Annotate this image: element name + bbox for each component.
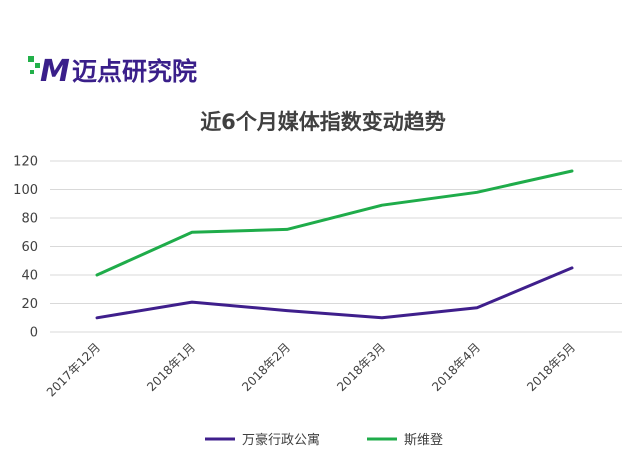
y-tick-label: 80 bbox=[21, 212, 38, 227]
x-tick-label: 2018年4月 bbox=[429, 340, 483, 394]
x-tick-label: 2018年2月 bbox=[239, 340, 293, 394]
y-tick-label: 60 bbox=[21, 240, 38, 255]
series-line bbox=[95, 266, 574, 320]
logo-pixel-accent bbox=[35, 63, 40, 68]
x-tick-label: 2018年5月 bbox=[524, 340, 578, 394]
y-tick-label: 20 bbox=[21, 297, 38, 312]
y-tick-label: 40 bbox=[21, 269, 38, 284]
logo-text: 迈点研究院 bbox=[72, 57, 197, 86]
y-tick-label: 120 bbox=[13, 155, 38, 170]
logo-pixel-accent bbox=[28, 56, 34, 62]
x-tick-label: 2017年12月 bbox=[44, 340, 103, 399]
y-tick-label: 0 bbox=[30, 326, 38, 341]
chart-title: 近6个月媒体指数变动趋势 bbox=[200, 110, 446, 134]
x-tick-label: 2018年1月 bbox=[144, 340, 198, 394]
legend-label: 斯维登 bbox=[404, 433, 443, 448]
legend-label: 万豪行政公寓 bbox=[242, 432, 320, 448]
logo-pixel-accent bbox=[30, 70, 34, 74]
y-tick-label: 100 bbox=[13, 183, 38, 198]
logo-mark: M bbox=[40, 54, 70, 88]
x-tick-label: 2018年3月 bbox=[334, 340, 388, 394]
logo: M 迈点研究院 bbox=[28, 54, 197, 88]
series-line bbox=[95, 169, 574, 277]
